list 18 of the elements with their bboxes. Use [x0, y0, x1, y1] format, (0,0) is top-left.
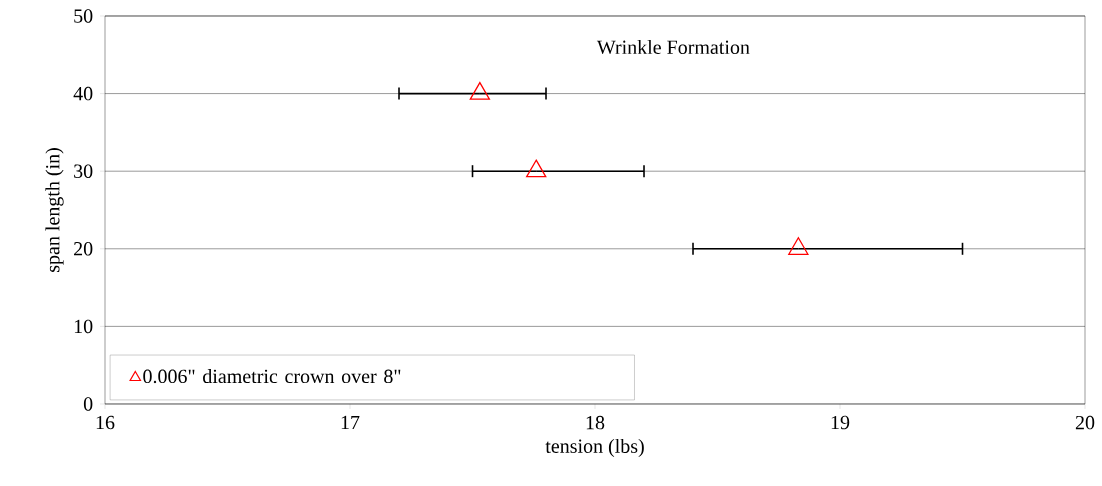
point: [526, 159, 547, 178]
point: [469, 81, 491, 100]
text: Wrinkle Formation: [596, 39, 750, 55]
y-tick-label: 0: [83, 397, 93, 411]
y-axis-title: span length (in): [45, 148, 64, 272]
x-tick-label: 20: [1075, 415, 1095, 430]
y-tick-label: 50: [74, 9, 93, 23]
y-tick-label: 10: [74, 319, 93, 334]
y-tick-label: 20: [74, 242, 93, 256]
legend-label: 0.006" diametric crown over 8": [143, 369, 401, 384]
x-tick-label: 18: [586, 415, 605, 430]
x-tick-label: 19: [831, 415, 850, 430]
x-tick-label: 16: [96, 415, 115, 430]
y-tick-label: 40: [73, 86, 93, 101]
x-axis-title: tension (lbs): [545, 438, 644, 458]
y-tick-label: 30: [74, 164, 93, 178]
point: [788, 237, 809, 255]
x-tick-label: 17: [341, 415, 360, 430]
